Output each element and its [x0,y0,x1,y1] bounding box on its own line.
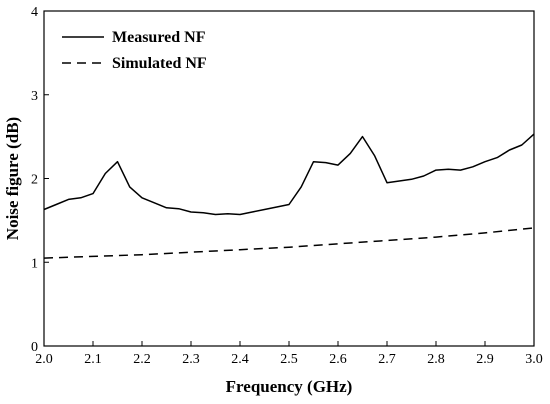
y-tick-label: 2 [31,173,38,188]
y-tick-label: 1 [31,256,38,271]
x-tick-label: 2.5 [280,352,298,367]
series-layer [43,133,535,259]
x-tick-label: 2.1 [84,352,102,367]
series-line-measured-nf [43,133,535,216]
x-tick-label: 3.0 [525,352,543,367]
x-tick-label: 2.8 [427,352,445,367]
series-line-simulated-nf [43,227,535,259]
y-tick-label: 3 [31,89,38,104]
legend-label-measured-nf: Measured NF [112,29,206,46]
x-tick-label: 2.3 [182,352,200,367]
x-tick-label: 2.0 [35,352,53,367]
x-tick-label: 2.6 [329,352,347,367]
y-axis-title: Noise figure (dB) [3,117,22,240]
tick-labels: 2.0 2.1 2.2 2.3 2.4 2.5 2.6 2.7 2.8 2.9 3.0 0 1 2 3 4 [31,5,543,367]
legend: Measured NF Simulated NF [62,29,207,72]
x-tick-label: 2.7 [378,352,396,367]
x-tick-label: 2.2 [133,352,151,367]
x-tick-label: 2.4 [231,352,249,367]
x-axis-title: Frequency (GHz) [226,377,353,396]
x-tick-label: 2.9 [476,352,494,367]
y-tick-label: 0 [31,340,38,355]
plot-frame [43,10,535,347]
legend-label-simulated-nf: Simulated NF [112,55,207,72]
y-tick-label: 4 [31,5,38,20]
